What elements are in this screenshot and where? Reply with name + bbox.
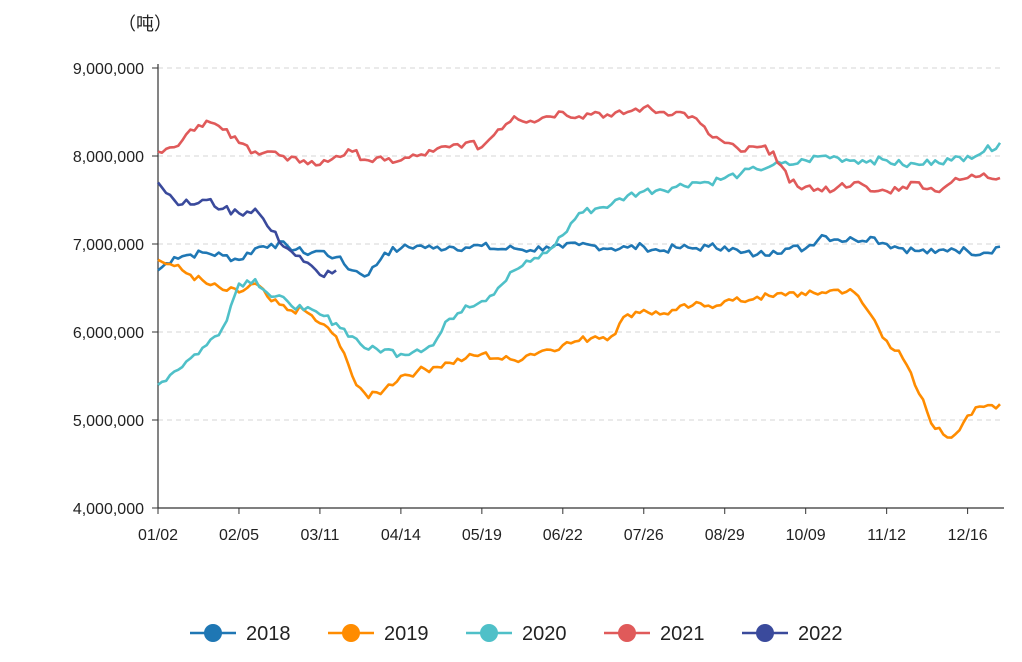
legend-item-2018[interactable]: 2018 [190,623,291,645]
legend-item-2019[interactable]: 2019 [328,623,429,645]
y-tick-label: 4,000,000 [73,501,144,518]
series-line-2021 [157,104,1001,195]
legend-marker [756,624,774,642]
legend[interactable]: 2018 2019 2020 2021 2022 [190,623,843,645]
x-tick-label: 04/14 [381,527,421,544]
y-tick-label: 7,000,000 [73,237,144,254]
legend-item-2020[interactable]: 2020 [466,623,567,645]
x-tick-label: 03/11 [300,527,339,544]
x-tick-label: 12/16 [948,527,988,544]
x-tick-label: 01/02 [138,527,178,544]
series-lines [156,104,1002,439]
legend-label: 2018 [246,623,291,645]
x-tick-label: 02/05 [219,527,259,544]
x-tick-label: 10/09 [786,527,826,544]
x-tick-label: 08/29 [705,527,745,544]
y-unit-label: （吨） [118,14,172,35]
series-line-2020 [157,142,1002,386]
x-tick-label: 07/26 [624,527,664,544]
legend-marker [618,624,636,642]
x-tick-label: 06/22 [543,527,583,544]
legend-item-2021[interactable]: 2021 [604,623,705,645]
y-tick-label: 6,000,000 [73,325,144,342]
legend-label: 2019 [384,623,429,645]
legend-label: 2022 [798,623,843,645]
legend-item-2022[interactable]: 2022 [742,623,843,645]
legend-label: 2020 [522,623,567,645]
series-line-2022 [156,181,337,279]
x-tick-label: 11/12 [867,527,906,544]
y-tick-label: 5,000,000 [73,413,144,430]
x-tick-labels: 01/02 02/05 03/11 04/14 05/19 06/22 07/26 08/29… [138,527,988,544]
y-tick-label: 8,000,000 [73,149,144,166]
legend-marker [480,624,498,642]
axes [152,64,1004,514]
legend-marker [204,624,222,642]
series-line-2018 [157,233,1001,278]
y-tick-labels: 4,000,000 5,000,000 6,000,000 7,000,000 8,00… [73,61,144,518]
legend-label: 2021 [660,623,705,645]
x-tick-label: 05/19 [462,527,502,544]
series-line-2019 [157,258,1001,439]
legend-marker [342,624,360,642]
y-tick-label: 9,000,000 [73,61,144,78]
